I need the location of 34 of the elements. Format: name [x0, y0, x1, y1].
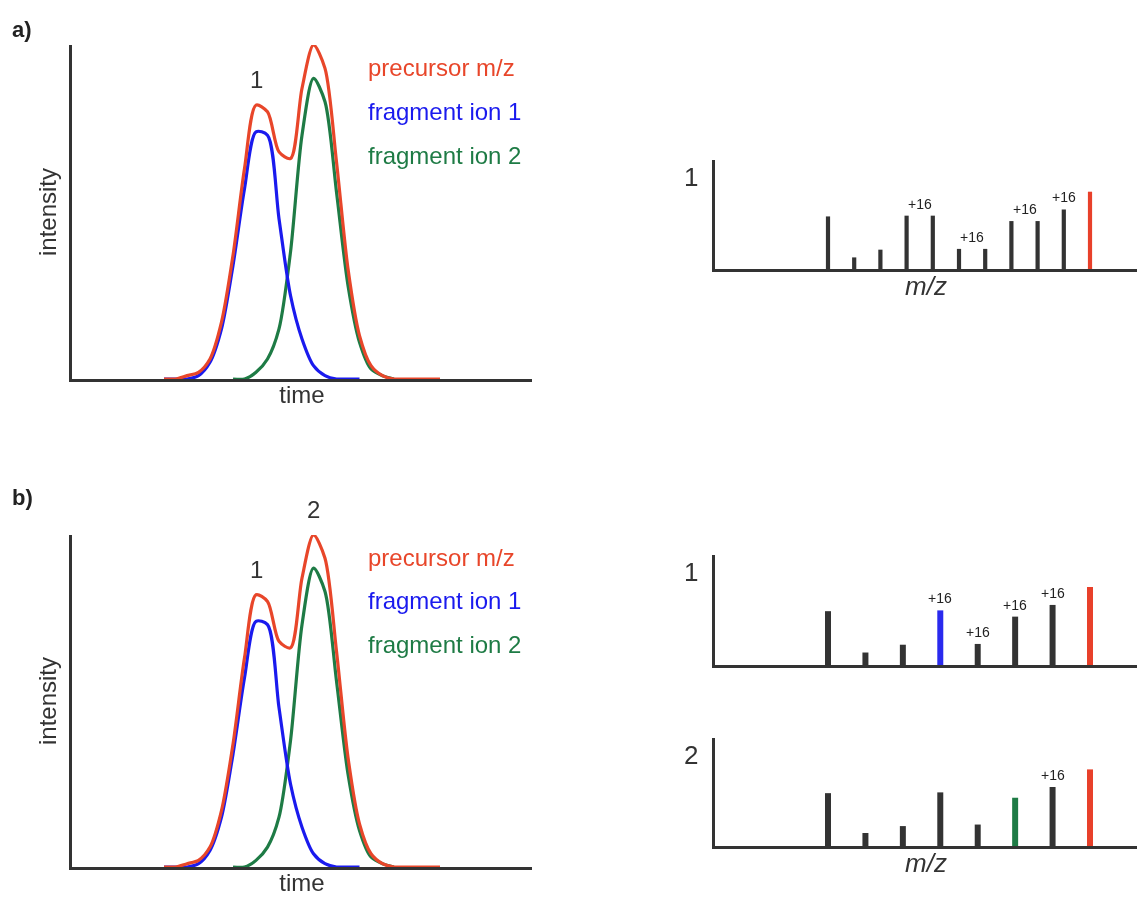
chart-title: b) — [12, 485, 33, 510]
annotation: +16 — [928, 590, 952, 606]
y-axis-title: 1 — [684, 557, 699, 587]
chart-title: a) — [12, 17, 32, 42]
annotation: +16 — [1052, 189, 1076, 205]
text: 2 — [307, 496, 321, 523]
text: fragment ion 1 — [368, 98, 522, 125]
annotation: +16 — [966, 624, 990, 640]
x-axis-title: time — [279, 869, 325, 897]
series-label: precursor m/z — [368, 54, 515, 81]
y-axis-title: 2 — [684, 740, 699, 770]
annotation: +16 — [960, 229, 984, 245]
bar — [937, 610, 944, 665]
series-label: fragment ion 2 — [368, 631, 522, 658]
bar — [1012, 797, 1019, 846]
y-axis-title: intensity — [34, 656, 62, 746]
annotation: +16 — [908, 196, 932, 212]
series-label: precursor m/z — [368, 544, 515, 571]
annotation: 1 — [250, 556, 264, 583]
x-axis-title: time — [279, 381, 325, 409]
bar — [1087, 769, 1093, 846]
bar — [1087, 191, 1093, 269]
x-axis-title: m/z — [905, 847, 947, 878]
annotation: +16 — [1041, 585, 1065, 601]
y-axis-title: intensity — [34, 167, 62, 257]
series-label: fragment ion 2 — [368, 142, 522, 169]
text: fragment ion 1 — [368, 587, 522, 614]
bar — [1087, 586, 1093, 665]
annotation: +16 — [1003, 597, 1027, 613]
annotation: 1 — [250, 66, 264, 93]
x-axis-title: m/z — [905, 270, 947, 301]
annotation: +16 — [1041, 767, 1065, 783]
annotation: +16 — [1013, 201, 1037, 217]
y-axis-title: 1 — [684, 162, 699, 192]
